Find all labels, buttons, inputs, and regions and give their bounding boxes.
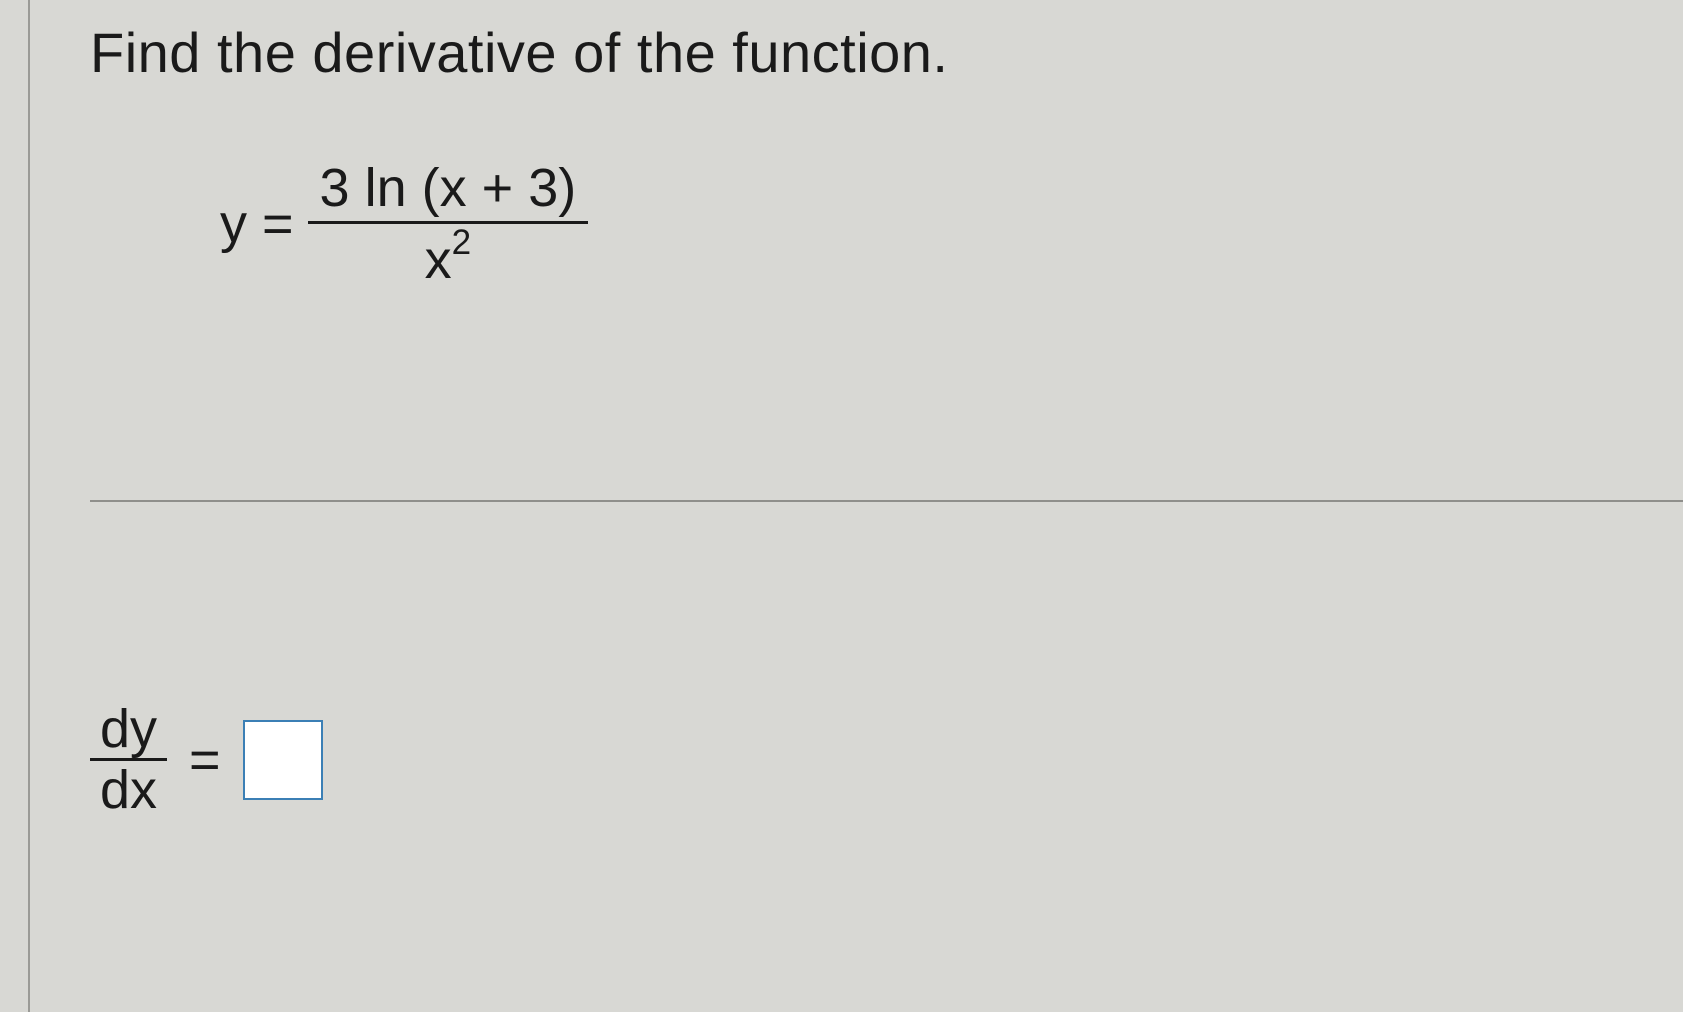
question-prompt: Find the derivative of the function.	[90, 20, 1683, 85]
numerator-arg-op: +	[482, 158, 514, 218]
equation-lhs: y =	[220, 193, 294, 255]
equals-sign: =	[189, 729, 221, 791]
dy-dx-fraction: dy dx	[90, 700, 167, 819]
answer-row: dy dx =	[90, 700, 323, 819]
numerator-arg-close: )	[558, 158, 576, 218]
denominator-exponent: 2	[452, 223, 472, 262]
denominator-base: x	[425, 230, 452, 290]
fraction-denominator: x2	[413, 224, 484, 293]
numerator-coeff: 3	[320, 158, 350, 218]
fraction-numerator: 3 ln (x + 3)	[308, 155, 589, 221]
dy-label: dy	[90, 700, 167, 758]
equation-fraction: 3 ln (x + 3) x2	[308, 155, 589, 293]
numerator-func: ln	[365, 158, 407, 218]
numerator-arg-var: x	[440, 158, 467, 218]
question-content: Find the derivative of the function. y =…	[90, 20, 1683, 293]
given-equation: y = 3 ln (x + 3) x2	[220, 155, 1683, 293]
answer-input-box[interactable]	[243, 720, 323, 800]
numerator-arg-open: (	[422, 158, 440, 218]
numerator-arg-const: 3	[528, 158, 558, 218]
dx-label: dx	[90, 761, 167, 819]
horizontal-divider	[90, 500, 1683, 502]
left-margin-rule	[28, 0, 30, 1012]
